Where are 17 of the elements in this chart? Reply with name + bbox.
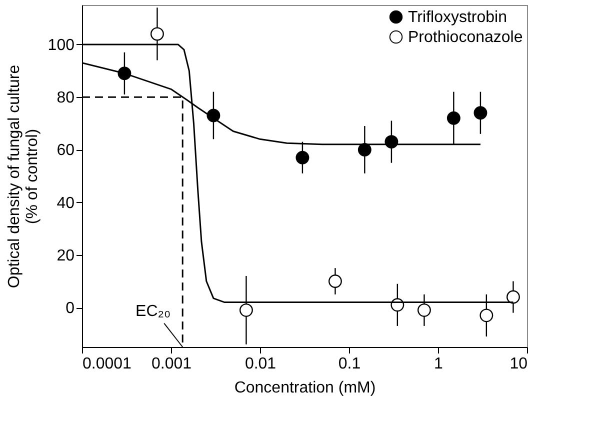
- x-tick-label: 1: [434, 356, 444, 372]
- y-tick-label: 20: [56, 247, 75, 264]
- x-axis-title: Concentration (mM): [234, 380, 376, 396]
- legend-label: Trifloxystrobin: [408, 9, 507, 26]
- y-tick-label: 40: [56, 194, 75, 212]
- x-tick-label: 0.1: [338, 356, 361, 372]
- y-tick-label: 100: [48, 36, 75, 54]
- x-tick-label: 0.001: [151, 356, 192, 372]
- legend-label: Prothioconazole: [408, 29, 523, 46]
- x-tick-label: 0.01: [244, 356, 276, 372]
- y-tick-label: 0: [66, 300, 75, 318]
- x-tick-label: 0.0001: [82, 356, 132, 372]
- y-tick-label: 80: [56, 90, 75, 107]
- y-axis-title: Optical density of fungal culture (% of control): [6, 64, 41, 288]
- annotation: EC₂₀: [136, 303, 171, 320]
- x-tick-label: 10: [510, 356, 528, 372]
- y-tick-label: 60: [56, 142, 75, 160]
